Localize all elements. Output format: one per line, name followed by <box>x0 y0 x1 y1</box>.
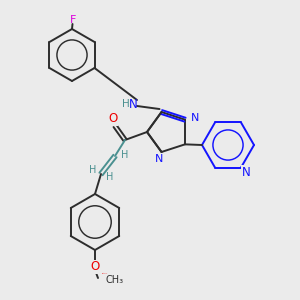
Text: N: N <box>191 113 200 123</box>
Text: F: F <box>70 15 76 25</box>
Text: methoxy: methoxy <box>102 272 108 274</box>
Text: N: N <box>129 98 137 110</box>
Text: H: H <box>106 172 114 182</box>
Text: H: H <box>121 150 129 160</box>
Text: CH₃: CH₃ <box>105 275 123 285</box>
Text: H: H <box>89 165 97 175</box>
Text: O: O <box>90 260 100 274</box>
Text: O: O <box>108 112 118 125</box>
Text: N: N <box>155 154 164 164</box>
Text: N: N <box>242 166 250 179</box>
Text: H: H <box>122 99 130 109</box>
